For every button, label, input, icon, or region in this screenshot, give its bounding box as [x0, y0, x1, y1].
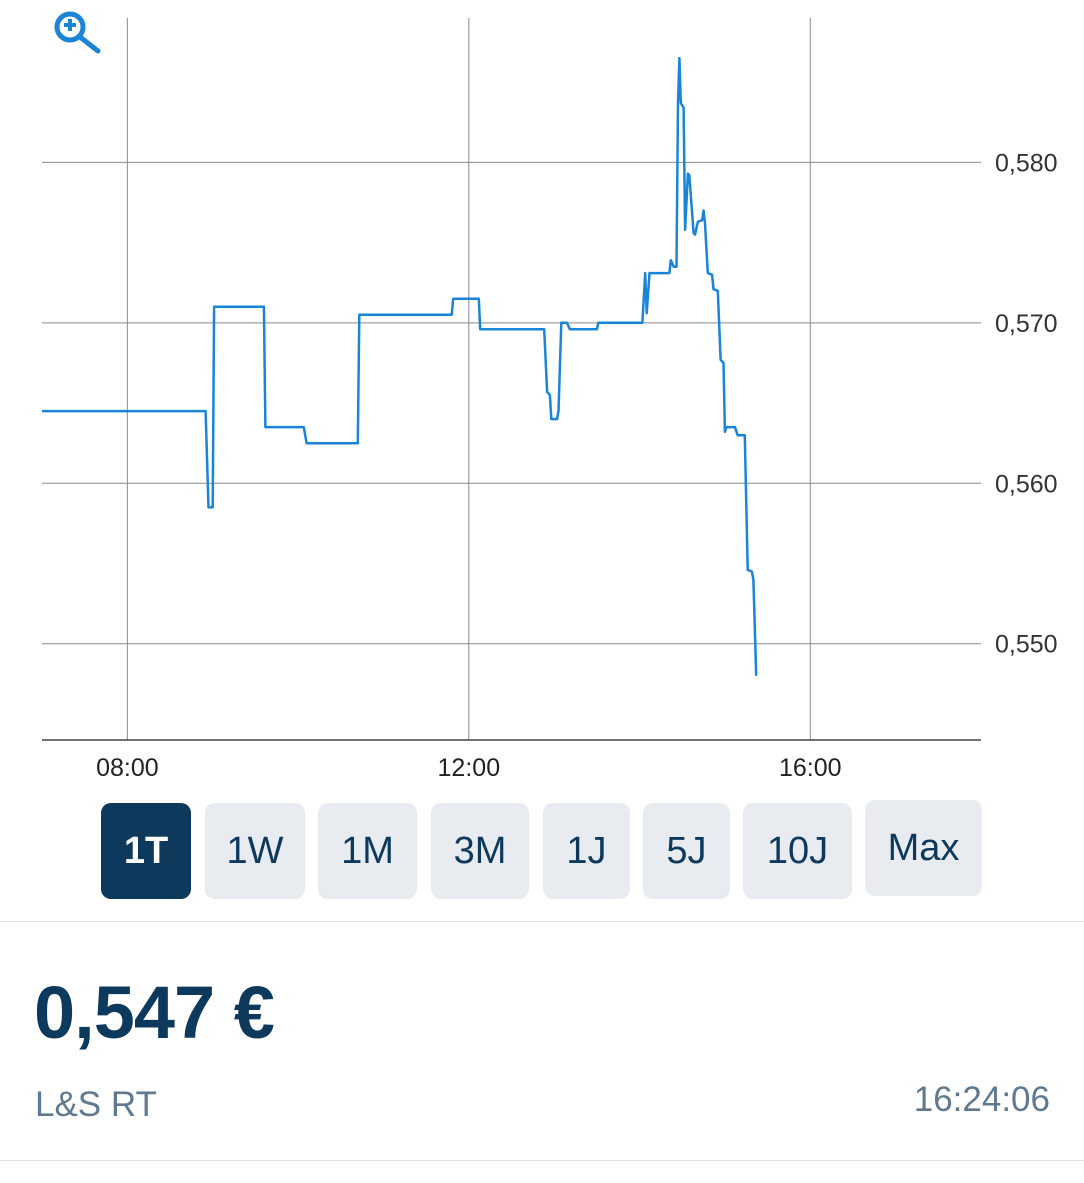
- range-button-3m[interactable]: 3M: [431, 803, 529, 899]
- x-tick-label: 12:00: [438, 754, 501, 782]
- exchange-label: L&S RT: [35, 1085, 157, 1124]
- zoom-in-icon: [54, 11, 101, 54]
- x-tick-label: 16:00: [779, 754, 842, 782]
- range-button-1j[interactable]: 1J: [543, 803, 630, 899]
- x-tick-label: 08:00: [96, 754, 159, 782]
- range-button-1t[interactable]: 1T: [101, 803, 191, 899]
- y-tick-label: 0,580: [995, 149, 1058, 177]
- current-price: 0,547 €: [34, 971, 275, 1054]
- y-tick-label: 0,570: [995, 310, 1058, 338]
- price-chart[interactable]: 0,580 0,570 0,560 0,550 08:00 12:00 16:00: [0, 0, 1084, 800]
- price-line: [42, 56, 758, 676]
- divider: [0, 1160, 1084, 1161]
- time-range-selector: 1T 1W 1M 3M 1J 5J 10J Max: [0, 800, 1084, 902]
- divider: [0, 921, 1084, 922]
- range-button-5j[interactable]: 5J: [643, 803, 730, 899]
- y-tick-label: 0,550: [995, 631, 1058, 659]
- quote-time: 16:24:06: [913, 1080, 1050, 1119]
- zoom-button[interactable]: [50, 5, 106, 55]
- range-button-10j[interactable]: 10J: [743, 803, 852, 899]
- range-button-max[interactable]: Max: [865, 800, 982, 896]
- range-button-1w[interactable]: 1W: [205, 803, 305, 899]
- range-button-1m[interactable]: 1M: [318, 803, 417, 899]
- y-tick-label: 0,560: [995, 470, 1058, 498]
